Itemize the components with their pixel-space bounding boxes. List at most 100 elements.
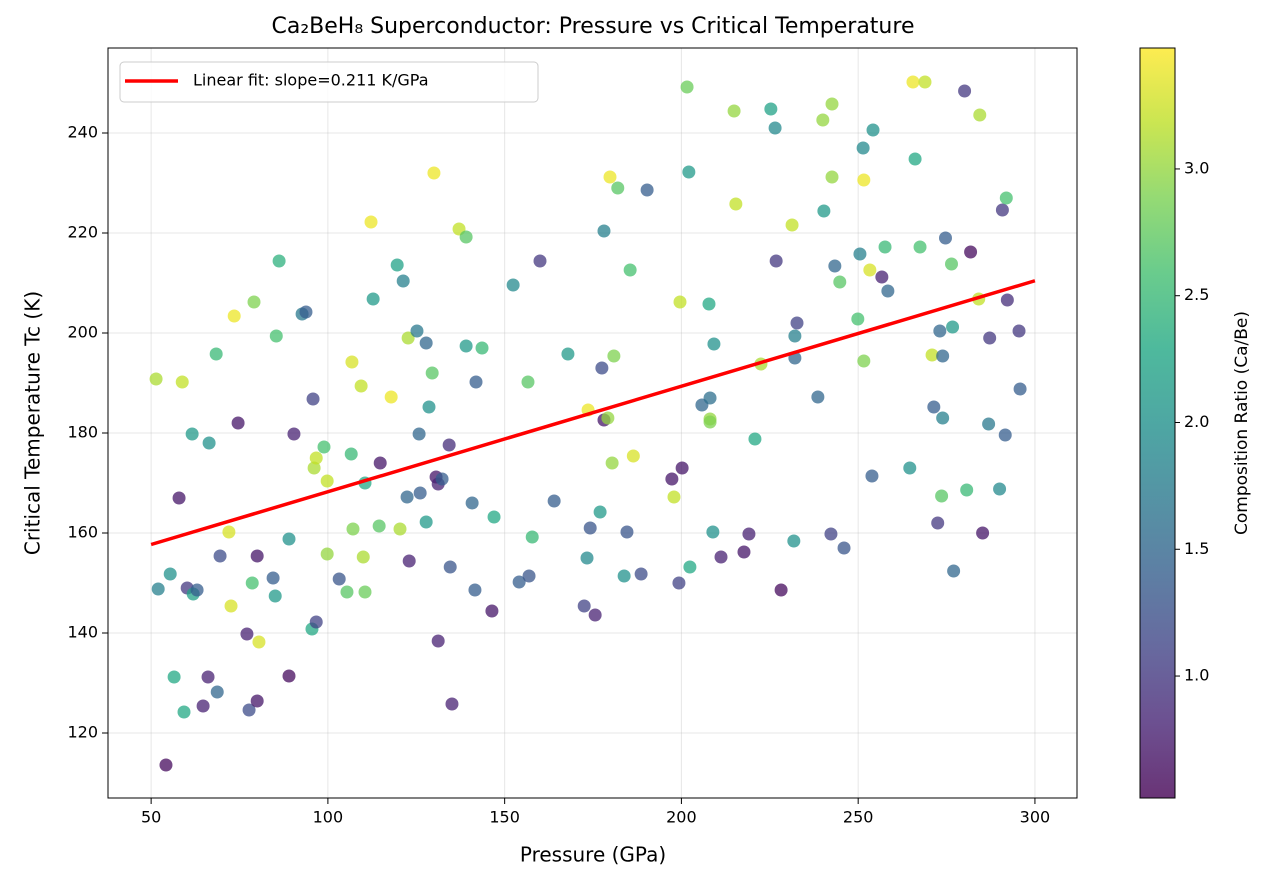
point	[903, 461, 917, 475]
point	[561, 347, 575, 361]
point	[400, 490, 414, 504]
point	[925, 348, 939, 362]
point	[390, 258, 404, 272]
point	[851, 312, 865, 326]
point	[672, 576, 686, 590]
point	[640, 183, 654, 197]
x-tick-label: 300	[1020, 808, 1051, 827]
point	[853, 247, 867, 261]
point	[960, 483, 974, 497]
point	[210, 685, 224, 699]
points	[149, 75, 1027, 772]
plot-frame	[107, 47, 1078, 799]
point	[272, 254, 286, 268]
x-tick-label: 200	[666, 808, 697, 827]
point	[266, 571, 280, 585]
point	[366, 292, 380, 306]
point	[601, 411, 615, 425]
point	[465, 496, 479, 510]
y-tick-label: 180	[67, 423, 98, 442]
colorbar	[1139, 47, 1176, 799]
point	[320, 474, 334, 488]
point	[764, 102, 778, 116]
point	[742, 527, 756, 541]
point	[167, 670, 181, 684]
point	[468, 583, 482, 597]
point	[442, 438, 456, 452]
overlay: 50 100 150 200 250 300 120 140 160 180 200 220 240 Li…	[67, 47, 1209, 827]
point	[667, 490, 681, 504]
y-tick-label: 140	[67, 623, 98, 642]
x-axis-label: Pressure (GPa)	[520, 843, 666, 867]
point	[936, 349, 950, 363]
point	[533, 254, 547, 268]
point	[935, 489, 949, 503]
point	[906, 75, 920, 89]
point	[588, 608, 602, 622]
point	[163, 567, 177, 581]
point	[999, 191, 1013, 205]
point	[340, 585, 354, 599]
point	[857, 354, 871, 368]
point	[159, 758, 173, 772]
point	[634, 567, 648, 581]
point	[422, 400, 436, 414]
point	[344, 447, 358, 461]
point	[597, 224, 611, 238]
point	[443, 560, 457, 574]
point	[475, 341, 489, 355]
point	[787, 534, 801, 548]
point	[729, 197, 743, 211]
point	[714, 550, 728, 564]
colorbar-label: Composition Ratio (Ca/Be)	[1232, 311, 1252, 535]
point	[936, 411, 950, 425]
point	[1012, 324, 1026, 338]
point	[190, 583, 204, 597]
point	[702, 297, 716, 311]
point	[317, 440, 331, 454]
point	[583, 521, 597, 535]
point	[435, 472, 449, 486]
point	[993, 482, 1007, 496]
point	[611, 181, 625, 195]
point	[976, 526, 990, 540]
legend-box	[119, 61, 539, 103]
point	[983, 331, 997, 345]
point	[354, 379, 368, 393]
point	[703, 415, 717, 429]
point	[209, 347, 223, 361]
point	[282, 532, 296, 546]
point	[445, 697, 459, 711]
point	[401, 331, 415, 345]
point	[268, 589, 282, 603]
x-tick-label: 150	[489, 808, 520, 827]
point	[617, 569, 631, 583]
point	[373, 456, 387, 470]
point	[469, 375, 483, 389]
point	[595, 361, 609, 375]
point	[947, 564, 961, 578]
point	[149, 372, 163, 386]
fit-line	[150, 279, 1036, 547]
point	[788, 329, 802, 343]
point	[269, 329, 283, 343]
point	[282, 669, 296, 683]
point	[512, 575, 526, 589]
point	[603, 170, 617, 184]
point	[393, 522, 407, 536]
y-tick-label: 200	[67, 323, 98, 342]
point	[185, 427, 199, 441]
point	[748, 432, 762, 446]
point	[547, 494, 561, 508]
point	[577, 599, 591, 613]
colorbar-tick-label: 2.5	[1184, 285, 1209, 304]
point	[332, 572, 346, 586]
point	[737, 545, 751, 559]
x-tick-label: 250	[843, 808, 874, 827]
y-tick-label: 160	[67, 523, 98, 542]
y-tick-label: 240	[67, 123, 98, 142]
point	[931, 516, 945, 530]
colorbar-tick-label: 2.0	[1184, 412, 1209, 431]
point	[833, 275, 847, 289]
point	[825, 170, 839, 184]
